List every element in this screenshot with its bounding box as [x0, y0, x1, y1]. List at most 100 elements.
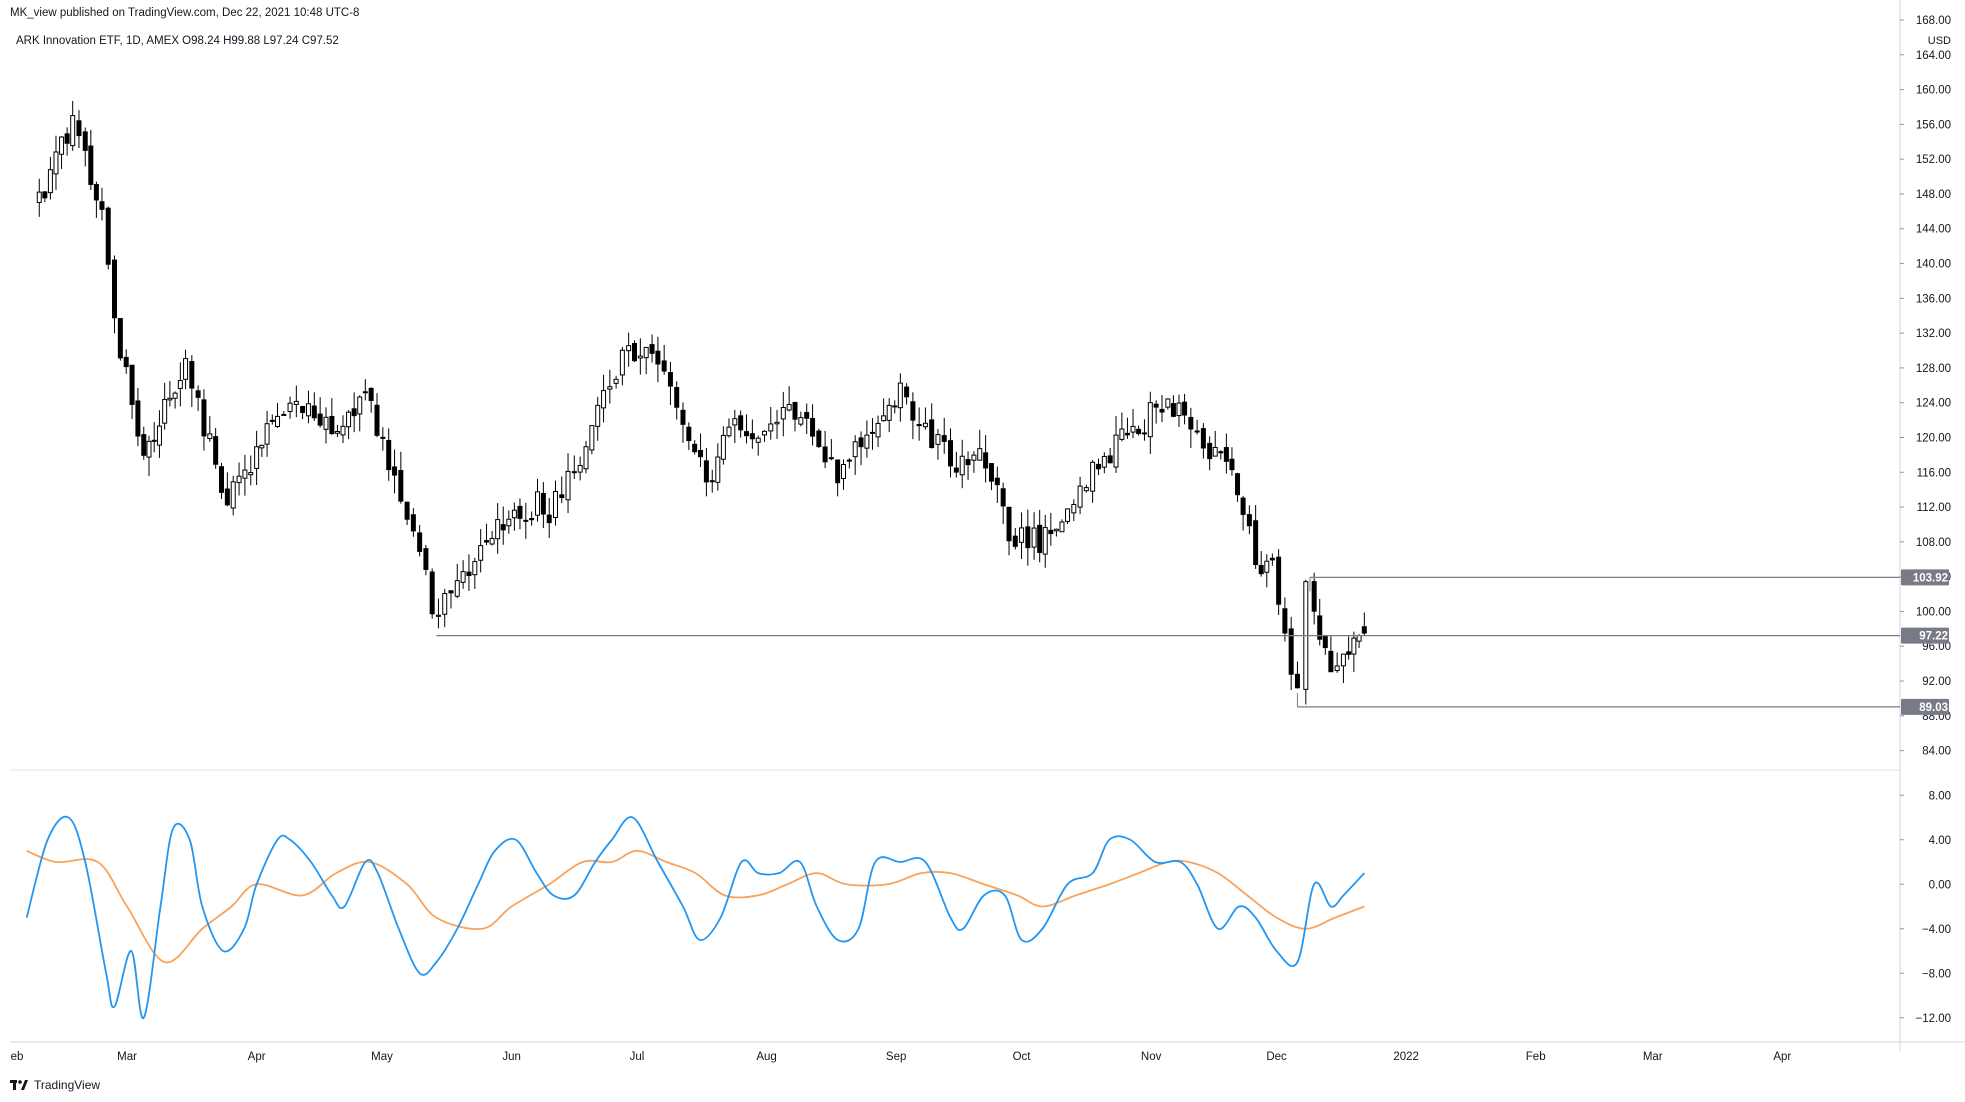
candle-body-down: [703, 460, 709, 483]
candle-body-down: [500, 524, 506, 531]
candle: [454, 563, 460, 599]
candle: [1328, 636, 1334, 673]
candle-body-up: [236, 475, 242, 484]
candle-body-up: [435, 614, 441, 617]
candle-body-up: [287, 402, 293, 412]
candle-body-down: [529, 517, 535, 521]
candle: [959, 439, 965, 489]
candle-body-down: [1153, 403, 1159, 408]
symbol-ohlc-line: ARK Innovation ETF, 1D, AMEX O98.24 H99.…: [16, 35, 339, 47]
candle: [141, 426, 147, 460]
candle-body-up: [577, 465, 583, 473]
candle: [1165, 398, 1171, 410]
candle-body-up: [755, 437, 761, 443]
candle: [70, 100, 76, 151]
candle-body-down: [1282, 608, 1288, 634]
candle-body-down: [300, 406, 306, 413]
oscillator-axis[interactable]: 8.00 4.00 0.00 −4.00 −8.00 −12.00: [1900, 790, 1951, 1025]
candle-body-down: [655, 350, 661, 365]
time-tick-label: Dec: [1266, 1051, 1287, 1063]
candle: [404, 501, 410, 526]
candle-body-up: [1334, 665, 1340, 672]
candle: [466, 554, 472, 591]
candle-body-down: [1223, 447, 1229, 462]
candle-body-down: [1025, 526, 1031, 549]
candle-body-down: [105, 207, 111, 265]
candle: [941, 417, 947, 454]
candle-body-up: [715, 456, 721, 483]
candle-body-down: [484, 540, 490, 543]
candle: [869, 418, 875, 450]
candle-body-up: [977, 448, 983, 461]
candle: [1276, 549, 1282, 615]
candle-body-down: [269, 419, 275, 422]
level-label: 97.22: [1919, 631, 1948, 643]
candle: [595, 396, 601, 441]
candle: [1356, 634, 1362, 648]
oscillator-tick-label: −12.00: [1916, 1013, 1952, 1025]
candle-body-down: [386, 439, 392, 471]
oscillator: [25, 815, 1365, 1019]
time-tick-label: Apr: [248, 1051, 266, 1063]
candle-body-up: [1113, 434, 1119, 468]
candle: [1006, 506, 1012, 556]
candle-body-up: [897, 382, 903, 409]
candle: [643, 346, 649, 375]
candle-body-up: [59, 136, 65, 155]
candle: [1218, 450, 1224, 460]
candle-body-down: [219, 466, 225, 493]
candle-body-down: [698, 449, 704, 458]
candle-body-up: [935, 434, 941, 445]
candle: [1012, 528, 1018, 550]
price-axis[interactable]: 84.0088.0092.0096.00100.00104.00108.0011…: [1900, 15, 1951, 758]
candle-body-down: [88, 145, 94, 185]
candle: [329, 398, 335, 435]
candle-body-down: [351, 408, 357, 417]
candle: [546, 497, 552, 538]
candle-body-down: [517, 505, 523, 519]
tradingview-brand[interactable]: TradingView: [10, 1078, 100, 1092]
candle-body-up: [798, 417, 804, 425]
price-levels[interactable]: 103.92 97.22 89.03: [436, 569, 1949, 715]
candle: [517, 498, 523, 530]
candle: [281, 411, 287, 416]
candle: [1240, 495, 1246, 531]
candle: [506, 510, 512, 534]
candle: [1101, 452, 1107, 474]
candle: [224, 472, 230, 507]
candle: [983, 435, 989, 483]
candle: [53, 135, 59, 190]
candle-body-down: [835, 459, 841, 484]
time-tick-label: Jul: [630, 1051, 645, 1063]
candle: [47, 156, 53, 200]
candle-body-up: [460, 571, 466, 583]
candle-body-down: [941, 435, 947, 442]
time-axis[interactable]: eb Mar Apr May Jun Jul Aug Sep Oct Nov Dec 2022 Feb M…: [11, 1051, 1792, 1063]
candle-body-up: [786, 403, 792, 411]
candle: [698, 433, 704, 468]
candle: [357, 395, 363, 432]
candle: [916, 407, 922, 441]
candle-body-up: [183, 358, 189, 380]
candle-body-up: [552, 490, 558, 518]
candle: [151, 422, 157, 453]
candle: [637, 338, 643, 375]
candle-body-down: [738, 415, 744, 431]
candle: [626, 332, 632, 367]
candle: [738, 410, 744, 438]
candle: [392, 449, 398, 494]
candle-body-up: [523, 519, 529, 522]
candle-body-down: [82, 131, 88, 151]
candle: [1019, 512, 1025, 560]
candle: [323, 407, 329, 444]
price-tick-label: 92.00: [1922, 676, 1951, 688]
tradingview-logo-icon: [10, 1080, 28, 1090]
candle-body-up: [167, 397, 173, 401]
candle: [129, 364, 135, 419]
price-tick-label: 124.00: [1916, 398, 1951, 410]
candle-body-down: [686, 426, 692, 442]
level-label: 89.03: [1919, 702, 1948, 714]
candle-body-up: [478, 545, 484, 561]
